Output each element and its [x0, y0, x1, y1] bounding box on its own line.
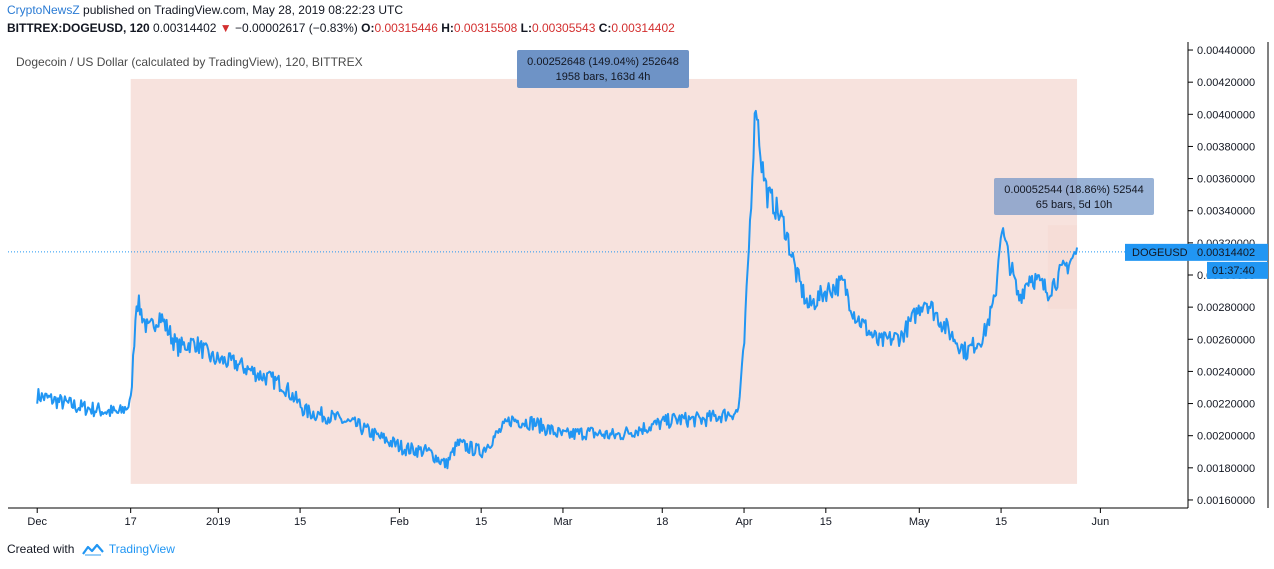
y-tick-label: 0.00340000 — [1197, 206, 1255, 218]
chart-title: Dogecoin / US Dollar (calculated by Trad… — [16, 55, 363, 69]
y-tick-label: 0.00380000 — [1197, 141, 1255, 153]
price-chart[interactable]: Dec 17 2019 15 Feb 15 Mar 18 Apr 15 May 15 Jun 0.004… — [0, 0, 1274, 540]
current-price-symbol: DOGEUSD — [1132, 247, 1188, 259]
range-highlight — [130, 78, 1078, 484]
y-tick-label: 0.00400000 — [1197, 109, 1255, 121]
open-value: 0.00315446 — [374, 21, 438, 35]
range-label-box — [517, 50, 689, 88]
low-label: L: — [520, 21, 532, 35]
ohlc-line: BITTREX:DOGEUSD, 120 0.00314402 ▼ −0.000… — [7, 21, 675, 35]
tradingview-logo-icon — [81, 543, 104, 556]
x-tick-label: 18 — [656, 516, 668, 528]
x-tick-label: Mar — [553, 516, 572, 528]
high-value: 0.00315508 — [453, 21, 518, 35]
published-line: CryptoNewsZ published on TradingView.com… — [7, 3, 403, 17]
y-tick-label: 0.00440000 — [1197, 45, 1255, 57]
y-tick-label: 0.00200000 — [1197, 431, 1255, 443]
range-label-line1: 0.00052544 (18.86%) 52544 — [1004, 184, 1143, 196]
x-tick-label: Apr — [735, 516, 752, 528]
down-arrow-icon: ▼ — [219, 21, 232, 35]
y-tick-label: 0.00360000 — [1197, 174, 1255, 186]
y-tick-label: 0.00160000 — [1197, 495, 1255, 507]
y-tick-label: 0.00420000 — [1197, 77, 1255, 89]
x-tick-label: Jun — [1092, 516, 1110, 528]
low-value: 0.00305543 — [531, 21, 596, 35]
series-line-dogeusd — [36, 109, 1078, 470]
x-tick-label: 15 — [294, 516, 306, 528]
footer: Created with TradingView — [7, 542, 175, 556]
last-price: 0.00314402 — [153, 21, 217, 35]
created-with-label: Created with — [7, 542, 75, 556]
high-label: H: — [441, 21, 454, 35]
price-change: −0.00002617 (−0.83%) — [235, 21, 358, 35]
open-label: O: — [361, 21, 375, 35]
y-tick-label: 0.00260000 — [1197, 334, 1255, 346]
published-info: published on TradingView.com, May 28, 20… — [83, 3, 404, 17]
range-label-line2: 1958 bars, 163d 4h — [556, 71, 651, 83]
y-tick-label: 0.00180000 — [1197, 463, 1255, 475]
x-tick-label: 2019 — [206, 516, 230, 528]
countdown-tag — [1207, 261, 1268, 279]
y-tick-label: 0.00240000 — [1197, 366, 1255, 378]
x-tick-label: 15 — [995, 516, 1007, 528]
current-price-value: 0.00314402 — [1197, 247, 1255, 259]
publisher-link[interactable]: CryptoNewsZ — [7, 3, 80, 17]
range-label-line2: 65 bars, 5d 10h — [1036, 199, 1112, 211]
current-price-tag — [1125, 243, 1268, 261]
y-tick-label: 0.00280000 — [1197, 302, 1255, 314]
tradingview-link[interactable]: TradingView — [108, 542, 175, 556]
range-label-line1: 0.00252648 (149.04%) 252648 — [527, 56, 679, 68]
countdown-value: 01:37:40 — [1212, 265, 1255, 277]
x-tick-label: 15 — [820, 516, 832, 528]
x-tick-label: Feb — [390, 516, 409, 528]
symbol-label: BITTREX:DOGEUSD, 120 — [7, 21, 150, 35]
x-tick-label: 17 — [125, 516, 137, 528]
x-tick-label: Dec — [27, 516, 47, 528]
close-value: 0.00314402 — [611, 21, 675, 35]
close-label: C: — [598, 21, 612, 35]
y-tick-label: 0.00220000 — [1197, 399, 1255, 411]
x-tick-label: May — [909, 516, 930, 528]
range-label-box — [994, 178, 1154, 215]
x-tick-label: 15 — [475, 516, 487, 528]
